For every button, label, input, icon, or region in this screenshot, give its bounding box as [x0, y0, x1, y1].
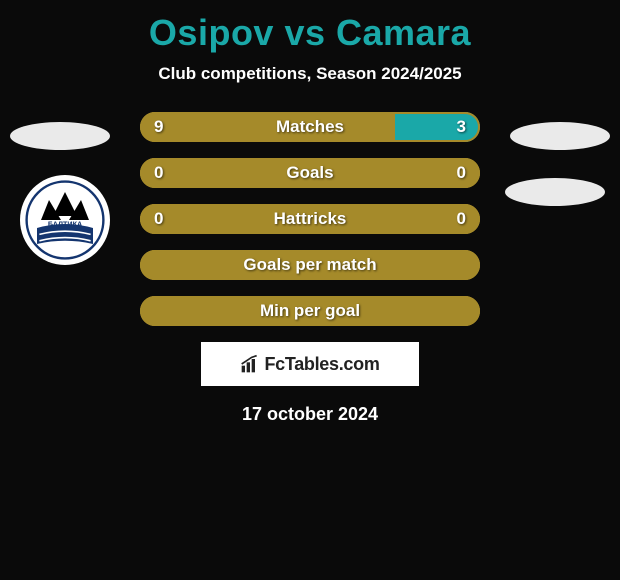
date-text: 17 october 2024	[0, 404, 620, 425]
brand-text: FcTables.com	[264, 354, 379, 375]
page-title: Osipov vs Camara	[0, 0, 620, 54]
stat-row-gpm: Goals per match	[140, 250, 480, 280]
stat-label-goals: Goals	[140, 158, 480, 188]
value-right-hattricks: 0	[457, 204, 466, 234]
subtitle: Club competitions, Season 2024/2025	[0, 64, 620, 84]
stat-row-matches: 9 Matches 3	[140, 112, 480, 142]
stat-row-goals: 0 Goals 0	[140, 158, 480, 188]
stat-label-mpg: Min per goal	[140, 296, 480, 326]
bar-chart-icon	[240, 354, 260, 374]
stat-label-hattricks: Hattricks	[140, 204, 480, 234]
stat-row-hattricks: 0 Hattricks 0	[140, 204, 480, 234]
comparison-chart: 9 Matches 3 0 Goals 0 0 Hattricks 0 Goal…	[0, 112, 620, 326]
stat-label-gpm: Goals per match	[140, 250, 480, 280]
value-right-goals: 0	[457, 158, 466, 188]
value-right-matches: 3	[457, 112, 466, 142]
brand-box: FcTables.com	[201, 342, 419, 386]
stat-row-mpg: Min per goal	[140, 296, 480, 326]
stat-label-matches: Matches	[140, 112, 480, 142]
